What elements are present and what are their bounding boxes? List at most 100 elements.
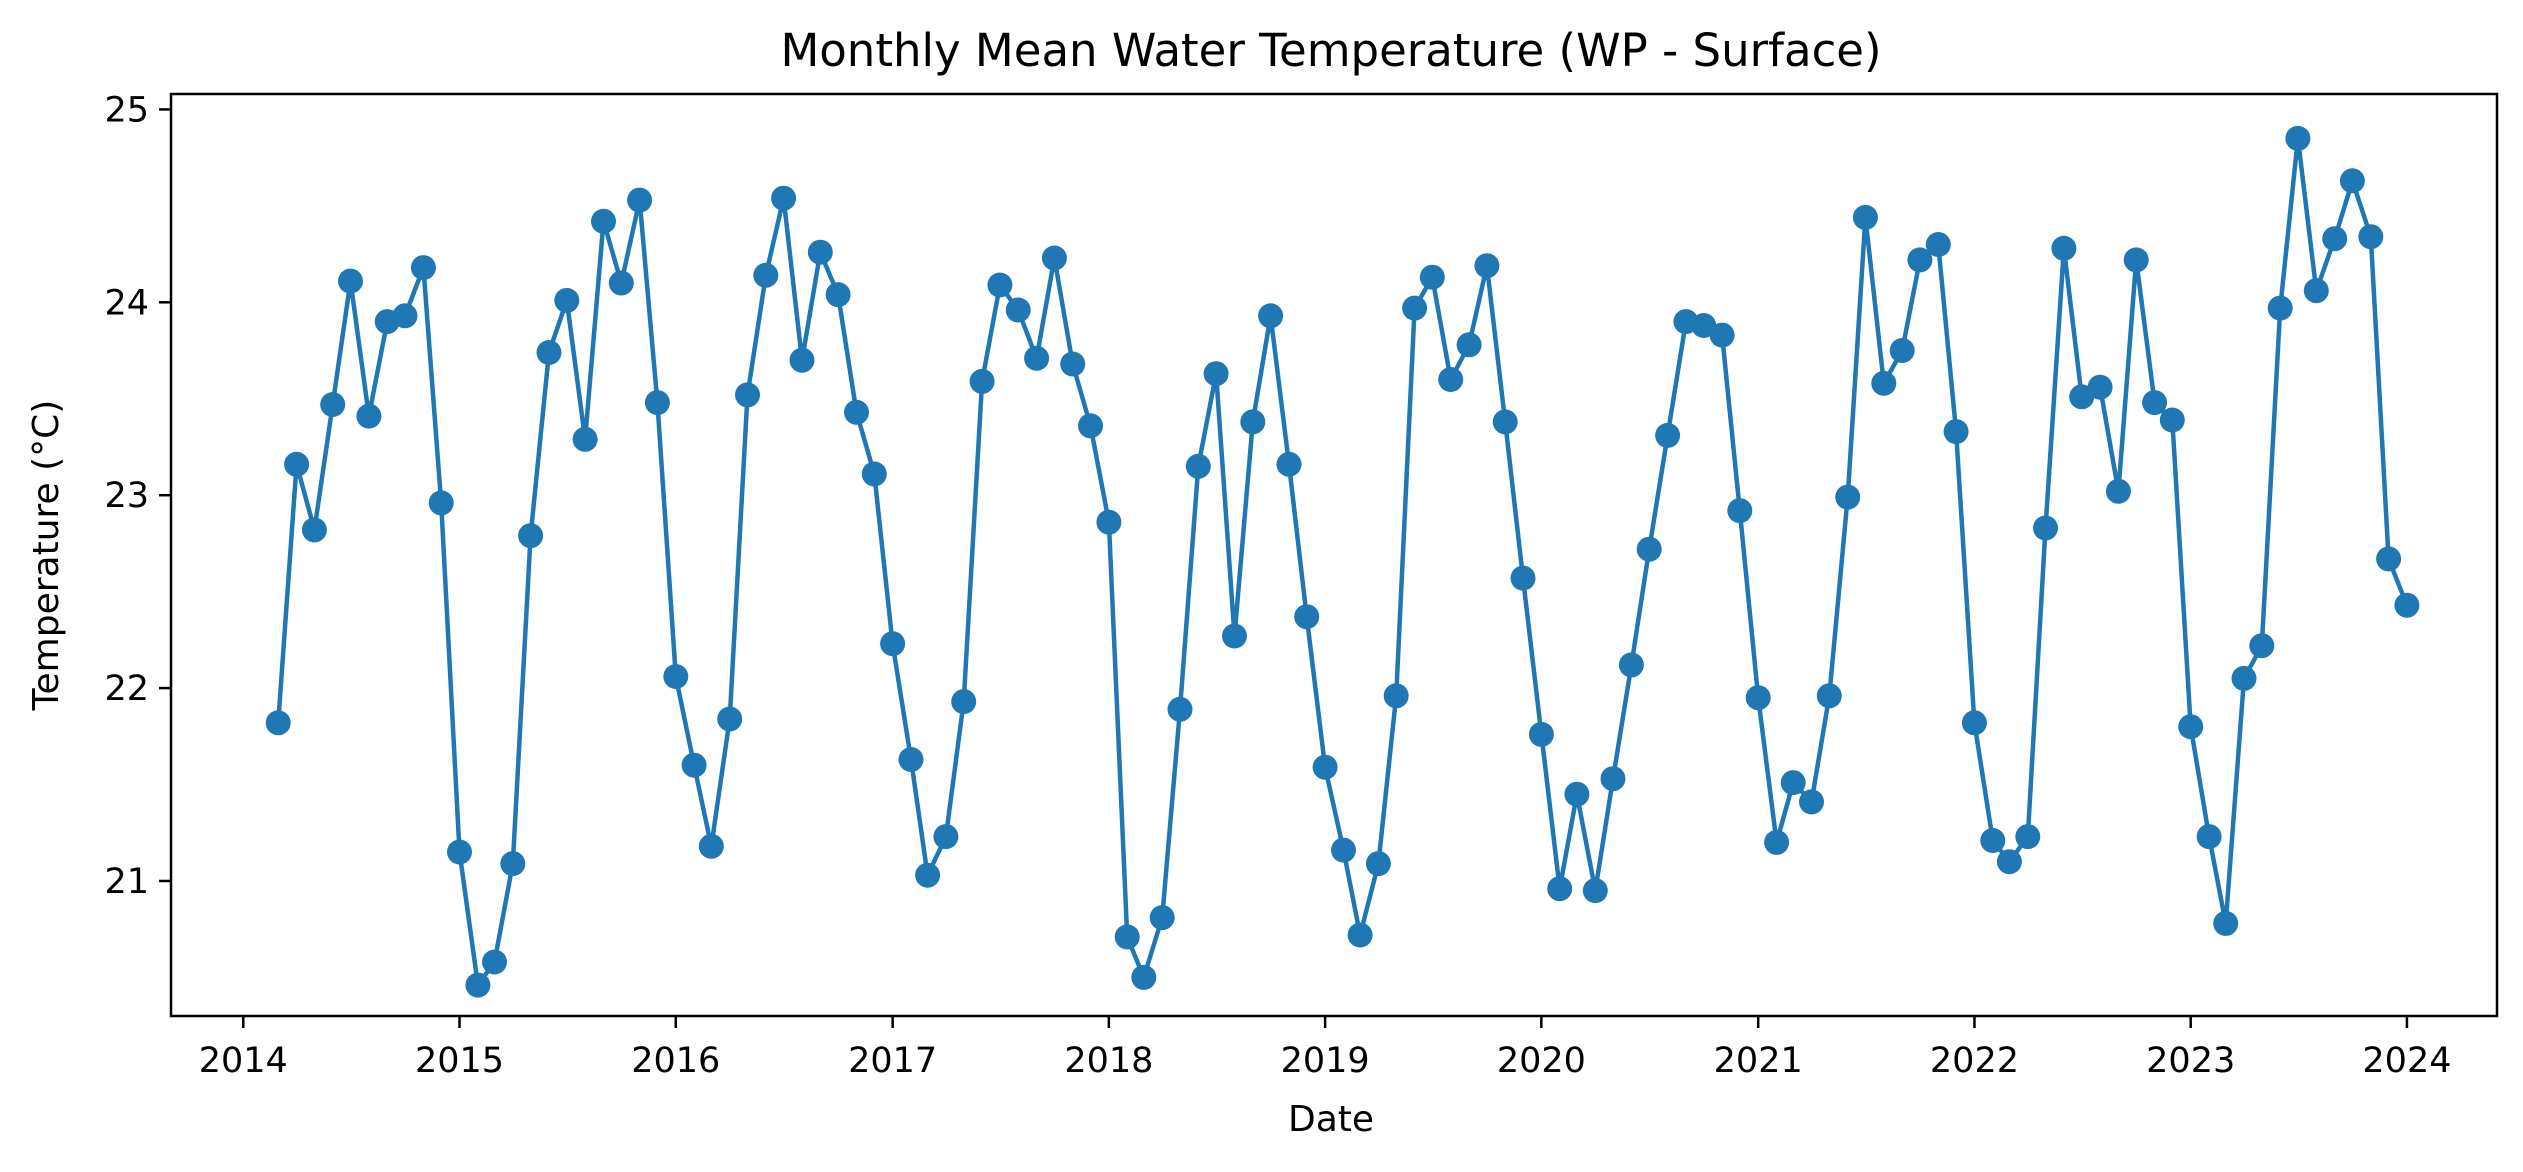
data-point bbox=[2394, 592, 2420, 618]
data-point bbox=[987, 272, 1013, 298]
data-point bbox=[320, 392, 346, 417]
data-point bbox=[825, 282, 851, 308]
x-tick-label: 2019 bbox=[1281, 1041, 1370, 1081]
data-point bbox=[915, 862, 941, 888]
data-point bbox=[1961, 710, 1987, 736]
data-point bbox=[554, 287, 580, 313]
data-point bbox=[1419, 264, 1445, 290]
data-point bbox=[536, 340, 562, 365]
data-point bbox=[447, 839, 472, 865]
data-point bbox=[2231, 665, 2257, 691]
data-point bbox=[1547, 876, 1573, 902]
data-point bbox=[1764, 829, 1790, 855]
data-point bbox=[1474, 253, 1500, 279]
data-point bbox=[2303, 278, 2329, 304]
y-tick-label: 21 bbox=[104, 862, 149, 902]
y-tick-label: 22 bbox=[104, 669, 149, 709]
data-point bbox=[1240, 409, 1266, 435]
data-point bbox=[1078, 413, 1103, 439]
data-point bbox=[644, 390, 670, 416]
data-point bbox=[1835, 484, 1861, 510]
x-axis-label: Date bbox=[1288, 1099, 1374, 1140]
data-point bbox=[1383, 683, 1409, 709]
data-point bbox=[2213, 910, 2239, 936]
data-point bbox=[1925, 232, 1951, 257]
data-point bbox=[301, 517, 327, 543]
data-point bbox=[356, 403, 382, 429]
data-point bbox=[1438, 367, 1464, 392]
data-point bbox=[1600, 766, 1626, 792]
x-axis: 2014 2015 2016 2017 2018 2019 2020 2021 2022 2023… bbox=[199, 1016, 2451, 1081]
chart-title: Monthly Mean Water Temperature (WP - Sur… bbox=[780, 24, 1881, 77]
data-point bbox=[1727, 498, 1753, 524]
x-tick-label: 2022 bbox=[1930, 1041, 2019, 1081]
data-point bbox=[591, 208, 616, 234]
data-point bbox=[392, 303, 418, 329]
data-point bbox=[2015, 824, 2041, 850]
data-point bbox=[500, 851, 526, 877]
data-point bbox=[572, 426, 598, 452]
y-tick-label: 24 bbox=[104, 283, 149, 323]
data-point bbox=[1167, 696, 1193, 722]
data-point bbox=[1564, 781, 1590, 807]
data-point bbox=[1852, 204, 1878, 230]
data-point bbox=[1816, 683, 1842, 709]
data-point bbox=[2285, 125, 2311, 151]
data-point bbox=[1258, 303, 1284, 329]
data-point bbox=[1276, 451, 1302, 477]
y-tick-label: 25 bbox=[104, 90, 149, 130]
x-tick-label: 2017 bbox=[848, 1041, 937, 1081]
data-point bbox=[1041, 245, 1067, 271]
data-point bbox=[1582, 878, 1608, 904]
data-point bbox=[807, 239, 833, 265]
x-tick-label: 2023 bbox=[2146, 1041, 2235, 1081]
data-point bbox=[1331, 837, 1356, 863]
data-point bbox=[951, 689, 977, 715]
data-point bbox=[2196, 824, 2222, 850]
data-point bbox=[1528, 721, 1554, 747]
data-point bbox=[698, 833, 724, 859]
data-point bbox=[1691, 313, 1717, 338]
data-point bbox=[1005, 297, 1031, 323]
data-point bbox=[789, 347, 815, 373]
data-point bbox=[1402, 295, 1428, 321]
data-point bbox=[518, 523, 544, 549]
data-point bbox=[717, 706, 743, 732]
data-point bbox=[933, 824, 959, 850]
data-point bbox=[482, 949, 507, 975]
data-point bbox=[2376, 546, 2402, 572]
data-point bbox=[1185, 453, 1211, 479]
data-point bbox=[1024, 345, 1050, 371]
data-point bbox=[753, 262, 779, 288]
data-point bbox=[1060, 351, 1086, 377]
data-point bbox=[1709, 322, 1735, 348]
data-point bbox=[1149, 905, 1175, 931]
data-point bbox=[861, 461, 887, 487]
data-point bbox=[2051, 235, 2077, 261]
data-point bbox=[1980, 828, 2006, 853]
data-point bbox=[1096, 509, 1122, 535]
x-tick-label: 2016 bbox=[631, 1041, 720, 1081]
x-tick-label: 2015 bbox=[415, 1041, 504, 1081]
data-point bbox=[880, 631, 906, 657]
data-point bbox=[1618, 652, 1644, 678]
data-point bbox=[2178, 714, 2204, 740]
data-point bbox=[410, 255, 436, 281]
data-point bbox=[898, 747, 924, 772]
data-point bbox=[627, 187, 653, 213]
data-point bbox=[1114, 924, 1140, 950]
data-point bbox=[2033, 515, 2058, 541]
data-point bbox=[1907, 247, 1933, 273]
x-tick-label: 2024 bbox=[2362, 1041, 2451, 1081]
data-point bbox=[2322, 226, 2348, 252]
series-group bbox=[265, 125, 2420, 998]
data-point bbox=[428, 490, 454, 516]
data-point bbox=[663, 664, 689, 689]
data-point bbox=[2358, 224, 2384, 250]
data-point bbox=[2339, 168, 2365, 194]
x-tick-label: 2014 bbox=[199, 1041, 288, 1081]
data-point bbox=[1347, 922, 1373, 948]
y-axis-label: Temperature (°C) bbox=[26, 400, 67, 712]
data-point bbox=[969, 368, 995, 394]
